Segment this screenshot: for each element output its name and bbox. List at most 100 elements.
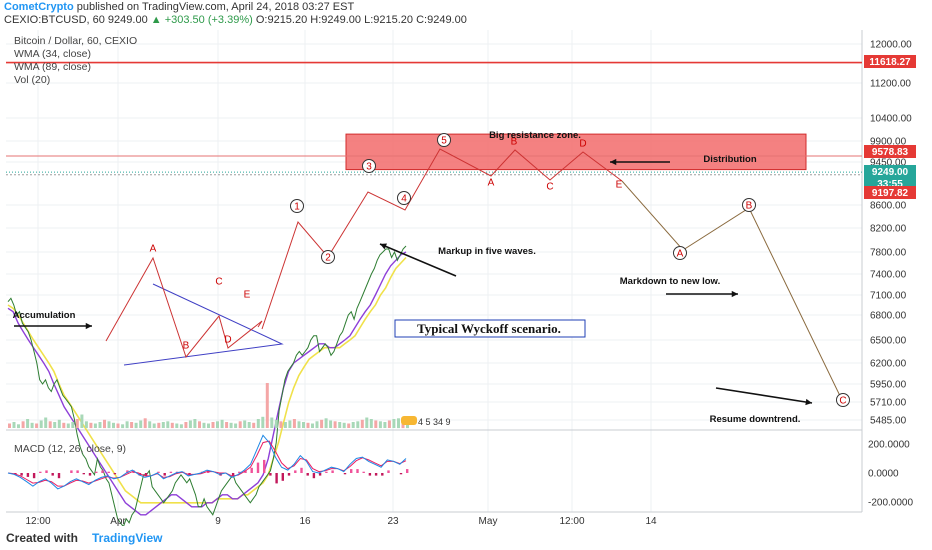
macd-histogram-bar [269, 473, 272, 476]
volume-bar [238, 421, 242, 429]
macd-histogram-bar [51, 473, 54, 476]
time-axis: 12:00 Apr 9 16 23 May 12:00 14 [25, 516, 657, 526]
triangle-lines [123, 283, 284, 366]
volume-bar [360, 419, 364, 429]
macd-histogram-bar [406, 469, 409, 473]
price-tick-label: 10400.00 [870, 114, 912, 125]
price-tick-label: 5710.00 [870, 398, 907, 409]
volume-bar [148, 421, 152, 429]
last-price: 9249.00 [107, 14, 148, 26]
volume-bar [48, 421, 52, 429]
volume-bar [297, 421, 301, 429]
time-tick-label: 16 [299, 516, 311, 526]
annotation-text: Resume downtrend. [710, 414, 801, 425]
markdown-lines [621, 180, 843, 401]
price-tick-label: 8200.00 [870, 224, 907, 235]
macd-histogram-bar [256, 462, 260, 473]
volume-bar [12, 422, 16, 428]
wave-marker [742, 198, 756, 212]
macd-histogram-bar [126, 470, 129, 473]
price-tick-label: 5950.00 [870, 380, 907, 391]
volume-bar [211, 422, 215, 428]
volume-bar [35, 423, 39, 428]
wave-label: B [183, 341, 190, 352]
macd-histogram-bar [343, 473, 347, 475]
macd-histogram-bar [281, 473, 284, 481]
volume-bar [261, 416, 265, 429]
created-with: Created with [6, 531, 79, 545]
macd-tick-label: 0.0000 [868, 469, 899, 480]
macd-histogram-bar [107, 471, 110, 473]
volume-bar [30, 422, 34, 429]
macd-histogram-bar [381, 473, 384, 476]
macd-histogram-bar [82, 473, 85, 475]
volume-bar [225, 422, 229, 428]
macd-histogram-bar [287, 473, 291, 476]
chart-title: Bitcoin / Dollar, 60, CEXIO [14, 35, 137, 47]
volume-bar [39, 420, 43, 428]
volume-bar [342, 422, 346, 429]
author-link[interactable]: CometCrypto [4, 1, 74, 13]
volume-bar [71, 422, 75, 428]
price-tick-label: 7800.00 [870, 248, 907, 259]
volume-bar [139, 420, 143, 428]
volume-bars: 4 5 34 9 [8, 383, 451, 429]
volume-bar [229, 422, 233, 429]
volume-bar [107, 421, 111, 429]
scenario-box [394, 319, 586, 338]
volume-bar [392, 419, 396, 428]
volume-bar [387, 420, 391, 428]
volume-bar [202, 422, 206, 429]
volume-bar [175, 423, 179, 428]
wave-marker [321, 250, 335, 264]
volume-bar [329, 420, 333, 428]
macd-histogram-bar [275, 473, 278, 484]
tradingview-logo[interactable]: TradingView [92, 531, 163, 545]
chart-grid [6, 30, 863, 513]
macd-histogram-bar [163, 473, 166, 476]
annotation-text: Markup in five waves. [438, 246, 536, 257]
volume-bar [256, 419, 260, 428]
annotation-text: Markdown to new low. [620, 276, 720, 287]
time-tick-label: 9 [215, 516, 221, 526]
volume-bar [98, 422, 102, 428]
macd-histogram-bar [70, 470, 73, 473]
legend-volume: Vol (20) [14, 74, 50, 86]
resistance-zone [345, 133, 807, 171]
footer: Created with TradingView [0, 526, 932, 550]
price-tick-label: 6500.00 [870, 336, 907, 347]
volume-bar [315, 421, 319, 429]
price-tag-label: 9249.00 [872, 167, 909, 178]
volume-bar [292, 419, 296, 428]
wave-marker [437, 133, 451, 147]
price-tick-label: 6800.00 [870, 311, 907, 322]
wave-label: B [511, 137, 518, 148]
volume-bar [338, 422, 342, 428]
macd-histogram-bar [306, 473, 309, 476]
price-tick-label: 12000.00 [870, 40, 912, 51]
volume-bar [306, 422, 310, 429]
macd-tick-label: 200.0000 [868, 440, 910, 451]
macd-histogram-bar [300, 467, 303, 473]
macd-histogram-bar [263, 459, 266, 473]
wave-marker [673, 246, 687, 260]
volume-badge-icon [401, 416, 417, 425]
macd-histogram-bar [20, 473, 23, 476]
price-tick-label: 5485.00 [870, 416, 907, 427]
up-arrow-icon: ▲ [150, 14, 162, 26]
volume-bar [53, 422, 57, 428]
volume-bar [311, 423, 314, 428]
volume-bar [21, 421, 25, 429]
volume-bar [152, 423, 156, 428]
macd-histogram-bar [169, 471, 173, 473]
volume-bar [279, 421, 283, 429]
annotation-text: Distribution [703, 154, 756, 165]
volume-bar [89, 422, 93, 429]
macd-histogram-bar [95, 471, 98, 473]
volume-bar [80, 414, 84, 428]
volume-bar [351, 422, 355, 428]
volume-bar [188, 420, 192, 428]
price-tag [864, 55, 916, 68]
volume-bar [170, 422, 174, 429]
